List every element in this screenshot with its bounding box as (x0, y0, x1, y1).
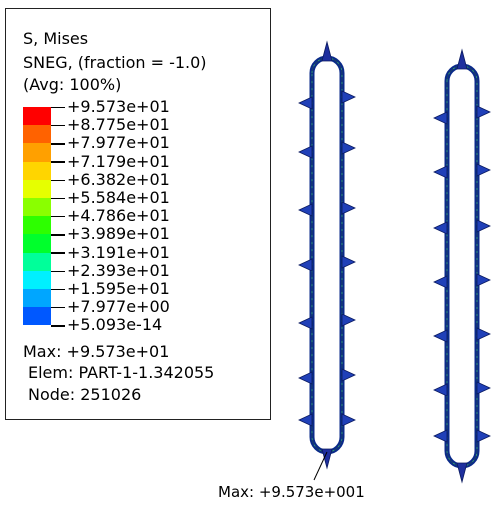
legend-panel: S, Mises SNEG, (fraction = -1.0) (Avg: 1… (5, 8, 271, 420)
colorbar-swatch (23, 161, 51, 180)
max-leader-line (313, 451, 328, 481)
part-outline-inner (311, 57, 343, 453)
part-spike (476, 429, 491, 443)
part-spike (298, 96, 313, 110)
part-spike (476, 163, 491, 177)
part-spike (341, 201, 356, 215)
part-spike (476, 105, 491, 119)
part-spike (298, 316, 313, 330)
part-spike (433, 383, 448, 397)
legend-tick: +9.573e+01 (51, 98, 170, 116)
legend-title-averaging: (Avg: 100%) (23, 75, 122, 94)
part-spike (341, 313, 356, 327)
part-tip-top (321, 40, 333, 62)
legend-tick: +2.393e+01 (51, 261, 170, 280)
legend-tick: +7.179e+01 (51, 152, 170, 171)
part-tip-top (456, 48, 468, 70)
legend-title-variable: S, Mises (23, 29, 89, 48)
stress-contour-edge (311, 57, 343, 453)
part-spike (433, 111, 448, 125)
part-spike (298, 413, 313, 427)
part-spike (476, 381, 491, 395)
part-spike (341, 141, 356, 155)
part-spike (433, 429, 448, 443)
part-spike (476, 219, 491, 233)
part-outline (309, 55, 345, 455)
legend-tick: +3.191e+01 (51, 243, 170, 262)
legend-tick: +7.977e+00 (51, 298, 170, 316)
legend-max-element: Elem: PART-1-1.342055 (28, 363, 215, 382)
colorbar-swatch (23, 216, 51, 235)
part-spike (341, 90, 356, 104)
part-spike (341, 413, 356, 427)
part-spike (476, 327, 491, 341)
part-spike (476, 273, 491, 287)
colorbar-swatch (23, 197, 51, 217)
part-left (298, 40, 356, 470)
colorbar-swatch (23, 270, 51, 289)
part-spike (433, 165, 448, 179)
legend-tick: +8.775e+01 (51, 116, 170, 134)
legend-tick: +7.977e+01 (51, 134, 170, 152)
legend-title-section: SNEG, (fraction = -1.0) (23, 53, 207, 72)
part-spike (298, 258, 313, 272)
part-outline-inner (446, 65, 478, 467)
colorbar-swatch (23, 252, 51, 271)
part-spike (298, 203, 313, 217)
part-right (433, 48, 491, 484)
colorbar-swatch (23, 125, 51, 144)
colorbar-swatch (23, 234, 51, 253)
legend-tick: +1.595e+01 (51, 280, 170, 298)
colorbar-swatch (23, 179, 51, 198)
colorbar-swatch (23, 307, 51, 326)
part-spike (298, 371, 313, 385)
legend-tick: +6.382e+01 (51, 170, 170, 189)
colorbar-swatch (23, 288, 51, 308)
part-outline (444, 63, 480, 469)
legend-tick: +5.093e-14 (51, 316, 162, 334)
part-spike (298, 145, 313, 159)
part-spike (433, 275, 448, 289)
colorbar-swatch (23, 143, 51, 162)
legend-tick: +4.786e+01 (51, 207, 170, 225)
legend-max-value: Max: +9.573e+01 (23, 342, 170, 361)
part-tip-bottom (456, 462, 468, 484)
part-spike (341, 368, 356, 382)
legend-tick: +3.989e+01 (51, 225, 170, 243)
legend-max-node: Node: 251026 (28, 385, 142, 404)
part-spike (341, 255, 356, 269)
stress-contour-edge (446, 65, 478, 467)
part-spike (433, 221, 448, 235)
max-annotation-label: Max: +9.573e+001 (218, 483, 365, 501)
legend-tick: +5.584e+01 (51, 189, 170, 207)
part-spike (433, 329, 448, 343)
colorbar-swatch (23, 107, 51, 126)
legend-colorbar (23, 107, 51, 326)
